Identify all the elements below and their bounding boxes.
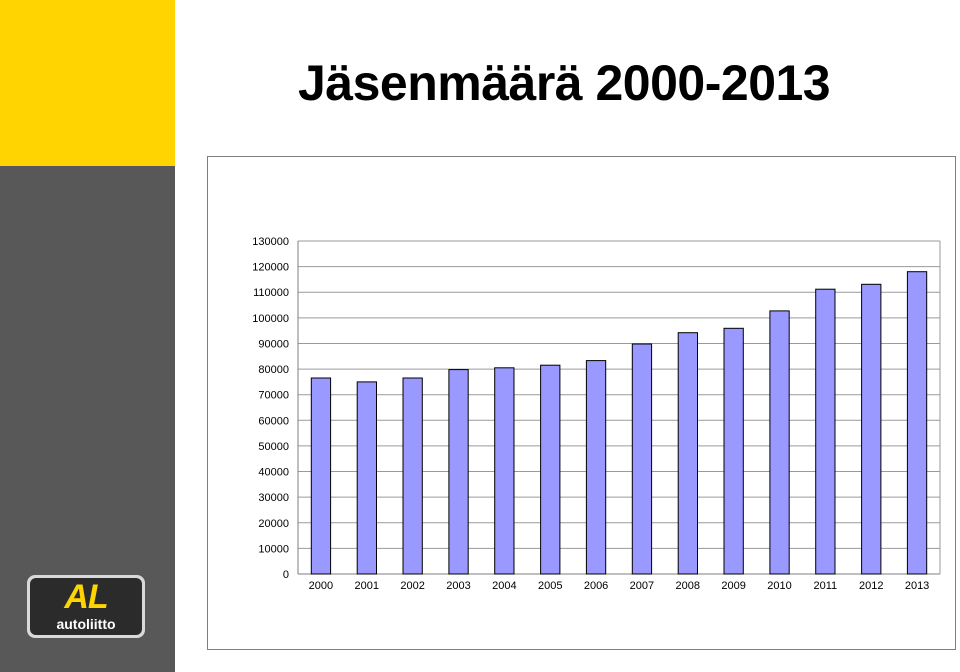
x-tick-label: 2005 <box>538 580 562 592</box>
bar-2010 <box>769 310 790 575</box>
x-tick-label: 2001 <box>355 580 379 592</box>
bar-2003 <box>448 369 469 575</box>
y-tick-label: 80000 <box>258 364 289 376</box>
x-tick-label: 2002 <box>400 580 424 592</box>
x-tick-label: 2008 <box>676 580 700 592</box>
x-tick-label: 2006 <box>584 580 608 592</box>
bar-2004 <box>494 367 515 575</box>
x-tick-label: 2011 <box>814 580 838 592</box>
bar-chart: 0 10000 20000 30000 40000 50000 60000 70000 8000… <box>252 236 941 592</box>
y-tick-label: 120000 <box>252 262 289 274</box>
bar-2002 <box>402 377 423 575</box>
bar-2011 <box>815 288 836 575</box>
y-tick-label: 110000 <box>253 287 289 299</box>
bar-2007 <box>631 343 653 575</box>
y-tick-label: 40000 <box>258 467 289 479</box>
x-tick-label: 2010 <box>767 580 791 592</box>
bar-2013 <box>906 271 928 575</box>
bar-2012 <box>861 283 882 575</box>
x-tick-label: 2000 <box>309 580 333 592</box>
logo-mark: AL <box>64 578 108 616</box>
sidebar-accent-yellow <box>0 0 175 166</box>
x-tick-label: 2004 <box>492 580 516 592</box>
y-tick-label: 20000 <box>258 518 289 530</box>
x-tick-label: 2009 <box>721 580 745 592</box>
chart-frame: 0 10000 20000 30000 40000 50000 60000 70000 8000… <box>207 156 956 650</box>
autoliitto-logo: AL autoliitto <box>27 575 145 638</box>
bar-2009 <box>723 327 744 575</box>
bar-2000 <box>310 377 332 575</box>
x-tick-label: 2012 <box>859 580 883 592</box>
y-tick-label: 0 <box>283 569 289 581</box>
y-tick-label: 60000 <box>258 415 289 427</box>
logo-word: autoliitto <box>56 616 116 632</box>
y-tick-label: 30000 <box>258 492 289 504</box>
x-tick-label: 2003 <box>446 580 470 592</box>
y-tick-label: 100000 <box>252 313 289 325</box>
bar-2005 <box>540 364 561 575</box>
bar-2006 <box>585 360 607 575</box>
bar-2001 <box>356 381 377 575</box>
y-tick-label: 70000 <box>258 390 289 402</box>
x-tick-label: 2007 <box>630 580 654 592</box>
bar-2008 <box>677 332 699 575</box>
page-title: Jäsenmäärä 2000-2013 <box>298 55 831 111</box>
logo-badge: AL autoliitto <box>30 578 142 635</box>
x-tick-label: 2013 <box>905 580 929 592</box>
y-tick-label: 10000 <box>258 543 289 555</box>
y-tick-label: 90000 <box>258 338 289 350</box>
y-tick-label: 130000 <box>252 236 289 248</box>
y-tick-label: 50000 <box>258 441 289 453</box>
